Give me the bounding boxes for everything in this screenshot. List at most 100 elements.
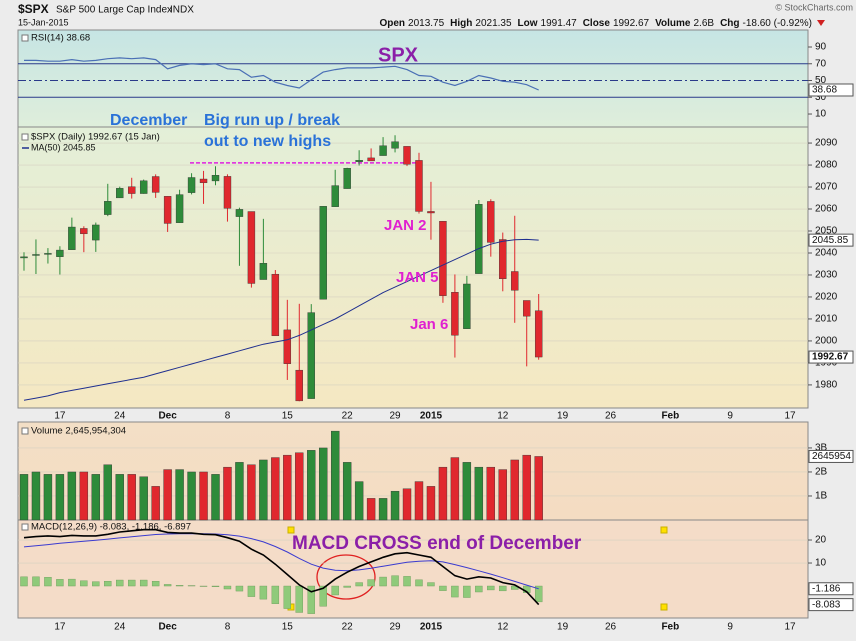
candle-body <box>128 186 136 194</box>
x-tick-label: 15 <box>282 622 294 633</box>
histogram-bar <box>439 585 447 591</box>
quote-label: Volume <box>655 18 691 29</box>
annotation: JAN 2 <box>384 217 427 234</box>
y-tick-label: 70 <box>815 58 827 69</box>
legend: Volume 2,645,954,304 <box>31 426 126 437</box>
candle-body <box>259 263 268 280</box>
y-tick-label: 10 <box>815 558 827 569</box>
candle-body <box>319 206 327 300</box>
candle-body <box>415 160 423 212</box>
x-tick-label: Feb <box>661 622 679 633</box>
volume-bar <box>115 474 124 521</box>
macd-panel <box>17 519 809 619</box>
legend: RSI(14) 38.68 <box>31 33 90 44</box>
candle-body <box>223 176 232 209</box>
candle-body <box>439 221 447 296</box>
y-tick-label: 2080 <box>815 160 838 171</box>
histogram-bar <box>319 585 327 607</box>
volume-bar <box>319 447 328 521</box>
volume-bar <box>127 474 136 521</box>
x-tick-label: 29 <box>389 622 401 633</box>
histogram-bar <box>463 585 471 598</box>
histogram-bar <box>355 582 363 587</box>
candle-body <box>331 185 339 207</box>
last-value-label: -8.083 <box>812 599 841 610</box>
x-tick-label: 26 <box>605 411 617 422</box>
histogram-bar <box>247 585 256 597</box>
x-tick-label: 17 <box>54 622 66 633</box>
histogram-bar <box>451 585 459 598</box>
y-tick-label: 2020 <box>815 292 838 303</box>
candle-body <box>343 168 351 189</box>
candle-body <box>68 226 76 250</box>
quote-label: Chg <box>720 18 739 29</box>
histogram-bar <box>259 585 268 600</box>
histogram-bar <box>211 585 220 587</box>
volume-bar <box>151 486 160 521</box>
x-tick-label: 17 <box>54 411 66 422</box>
y-tick-label: 1B <box>815 491 828 502</box>
x-tick-label: 29 <box>389 411 401 422</box>
volume-bar <box>19 474 29 521</box>
x-tick-label: 19 <box>557 622 569 633</box>
candle-body <box>391 141 399 149</box>
last-value-box <box>808 233 854 247</box>
quote-label: Close <box>583 18 611 29</box>
y-tick-label: 90 <box>815 42 827 53</box>
y-tick-label: 2050 <box>815 226 838 237</box>
histogram-bar <box>235 585 244 592</box>
marker <box>287 526 295 534</box>
last-value-box <box>808 350 854 364</box>
candle-body <box>199 178 208 184</box>
volume-bar <box>67 471 77 521</box>
histogram-bar <box>403 576 411 587</box>
quote: Open 2013.75 High 2021.35 Low 1991.47 Close 199… <box>379 18 812 29</box>
histogram-bar <box>367 579 375 587</box>
x-tick-label: 24 <box>114 411 126 422</box>
date: 15-Jan-2015 <box>18 17 69 27</box>
x-tick-label: 22 <box>342 411 354 422</box>
candle-body <box>44 253 52 255</box>
candle-body <box>20 256 28 259</box>
marker <box>660 526 668 534</box>
volume-bar <box>390 490 400 521</box>
histogram-bar <box>475 585 483 593</box>
volume-bar <box>534 456 543 521</box>
histogram-bar <box>56 579 64 587</box>
candle-body <box>92 224 100 241</box>
histogram-bar <box>499 585 507 592</box>
candle-body <box>247 211 256 284</box>
candle-body <box>151 176 160 193</box>
x-tick-label: 24 <box>114 622 126 633</box>
volume-bar <box>522 454 531 521</box>
volume-bar <box>330 430 340 521</box>
volume-bar <box>342 462 352 521</box>
y-tick-label: 20 <box>815 535 827 546</box>
annotation: MACD CROSS end of December <box>292 533 582 554</box>
x-tick-label: 2015 <box>420 622 443 633</box>
annotation: SPX <box>378 44 419 66</box>
cross-circle <box>316 554 376 600</box>
candle-body <box>56 249 64 257</box>
histogram-bar <box>307 585 315 614</box>
volume-bar <box>187 471 196 521</box>
candle-body <box>116 188 124 199</box>
price-panel <box>17 126 809 409</box>
candle-body <box>211 175 220 182</box>
volume-bar <box>462 462 472 521</box>
histogram-bar <box>534 585 543 603</box>
last-value-label: 2045.85 <box>812 235 849 246</box>
histogram-bar <box>295 585 303 613</box>
x-tick-label: 15 <box>282 411 294 422</box>
signal-line <box>23 533 539 590</box>
volume-bar <box>498 469 507 521</box>
legend: $SPX (Daily) 1992.67 (15 Jan) <box>31 132 160 143</box>
legend-icon <box>21 427 29 435</box>
histogram-bar <box>116 579 124 587</box>
quote-label: Low <box>518 18 538 29</box>
candle-body <box>379 145 387 156</box>
legend: MACD(12,26,9) -8.083, -1.186, -6.897 <box>31 522 191 533</box>
last-value-box <box>808 83 854 97</box>
index-name: S&P 500 Large Cap Index <box>56 5 172 16</box>
